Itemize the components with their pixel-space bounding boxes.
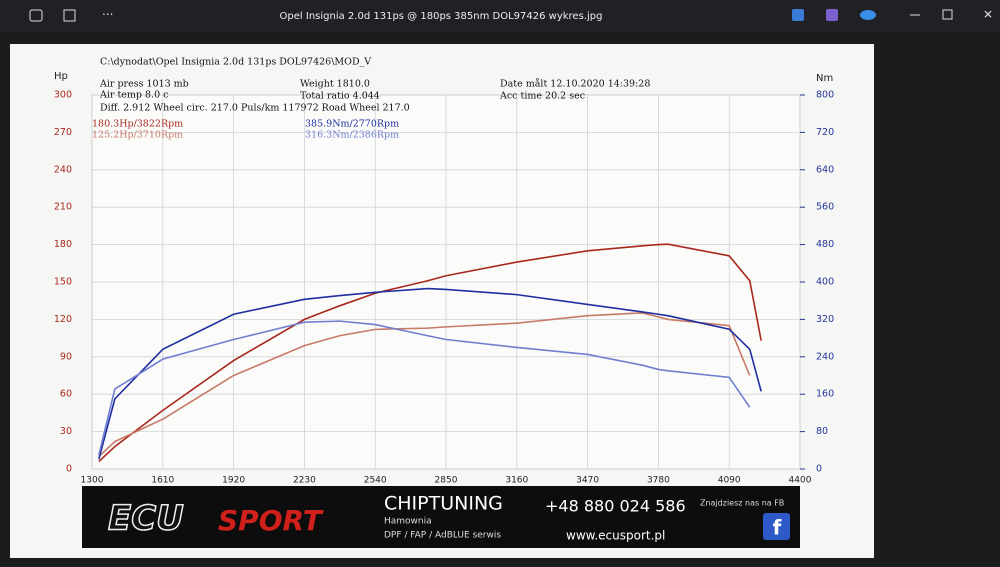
share-icon[interactable] xyxy=(63,9,76,22)
app-icon[interactable] xyxy=(792,9,804,21)
maximize[interactable] xyxy=(942,9,953,20)
y2-tick-label: 800 xyxy=(816,90,834,101)
legend-label: 316.3Nm/2386Rpm xyxy=(305,130,399,141)
y-tick-label: 90 xyxy=(60,351,72,362)
header-text: Acc time 20.2 sec xyxy=(499,91,585,102)
header-text: Total ratio 4.044 xyxy=(300,91,380,102)
y2-tick-label: 640 xyxy=(816,164,834,175)
series-line xyxy=(98,312,751,458)
y2-tick-label: 0 xyxy=(816,464,822,475)
phone: +48 880 024 586 xyxy=(545,497,686,516)
x-tick-label: 1920 xyxy=(222,476,245,486)
y-tick-label: 240 xyxy=(54,164,72,175)
legend-label: 180.3Hp/3822Rpm xyxy=(92,119,183,130)
x-tick-label: 4090 xyxy=(718,476,741,486)
y-tick-label: 210 xyxy=(54,202,72,213)
series-line xyxy=(98,320,751,456)
header-text: C:\dynodat\Opel Insignia 2.0d 131ps DOL9… xyxy=(100,57,371,68)
x-tick-label: 2230 xyxy=(293,476,316,486)
header-text: Date målt 12.10.2020 14:39:28 xyxy=(500,78,650,90)
app-icon[interactable] xyxy=(826,9,838,21)
y-tick-label: 0 xyxy=(66,464,72,475)
header-text: Air temp 8.0 c xyxy=(99,90,168,101)
y2-tick-label: 720 xyxy=(816,127,834,138)
x-tick-label: 4400 xyxy=(789,476,812,486)
fb-f: f xyxy=(773,516,782,540)
y2-axis-label: Nm xyxy=(816,73,833,84)
y2-tick-label: 80 xyxy=(816,426,828,437)
series-line xyxy=(98,287,762,460)
y2-tick-label: 240 xyxy=(816,351,834,362)
banner-heading: CHIPTUNING xyxy=(384,493,503,515)
fb-text: Znajdziesz nas na FB xyxy=(700,499,784,508)
banner-text: DPF / FAP / AdBLUE serwis xyxy=(384,531,501,541)
chart: 1300 1610 1920 2230 2540 2850 3160 3470 3780 4090… xyxy=(54,57,834,486)
x-tick-label: 3160 xyxy=(505,476,528,486)
y-tick-label: 300 xyxy=(54,90,72,101)
y-tick-label: 180 xyxy=(54,239,72,250)
website[interactable]: www.ecusport.pl xyxy=(566,529,665,543)
y-tick-label: 30 xyxy=(60,426,72,437)
x-tick-label: 1300 xyxy=(81,476,104,486)
legend-label: 385.9Nm/2770Rpm xyxy=(305,119,399,130)
print-icon[interactable] xyxy=(29,9,43,22)
fb-icon[interactable] xyxy=(763,513,790,540)
more-icon[interactable]: ··· xyxy=(102,8,113,22)
x-tick-label: 3780 xyxy=(647,476,670,486)
y2-tick-label: 480 xyxy=(816,239,834,250)
close[interactable]: ✕ xyxy=(983,8,993,22)
y-tick-label: 120 xyxy=(54,314,72,325)
y-tick-label: 270 xyxy=(54,127,72,138)
y2-tick-label: 160 xyxy=(816,389,834,400)
y-tick-label: 60 xyxy=(60,389,72,400)
y2-tick-label: 320 xyxy=(816,314,834,325)
banner-text: Hamownia xyxy=(384,517,432,527)
legend-label: 125.2Hp/3710Rpm xyxy=(92,130,183,141)
x-tick-label: 3470 xyxy=(576,476,599,486)
cloud-icon[interactable] xyxy=(860,10,876,20)
banner xyxy=(82,486,800,548)
header-text: Air press 1013 mb xyxy=(99,79,189,90)
header-text: Diff. 2.912 Wheel circ. 217.0 Puls/km 11… xyxy=(100,103,410,114)
logo: SPORT xyxy=(218,504,324,537)
window-title: Opel Insignia 2.0d 131ps @ 180ps 385nm D… xyxy=(280,11,603,22)
x-tick-label: 2850 xyxy=(435,476,458,486)
y-axis-label: Hp xyxy=(54,71,68,82)
y2-tick-label: 560 xyxy=(816,202,834,213)
y-tick-label: 150 xyxy=(54,277,72,288)
x-tick-label: 2540 xyxy=(364,476,387,486)
y2-tick-label: 400 xyxy=(816,277,834,288)
series-line xyxy=(98,243,762,463)
logo: ECU xyxy=(108,499,184,539)
x-tick-label: 1610 xyxy=(151,476,174,486)
header-text: Weight 1810.0 xyxy=(300,79,370,90)
